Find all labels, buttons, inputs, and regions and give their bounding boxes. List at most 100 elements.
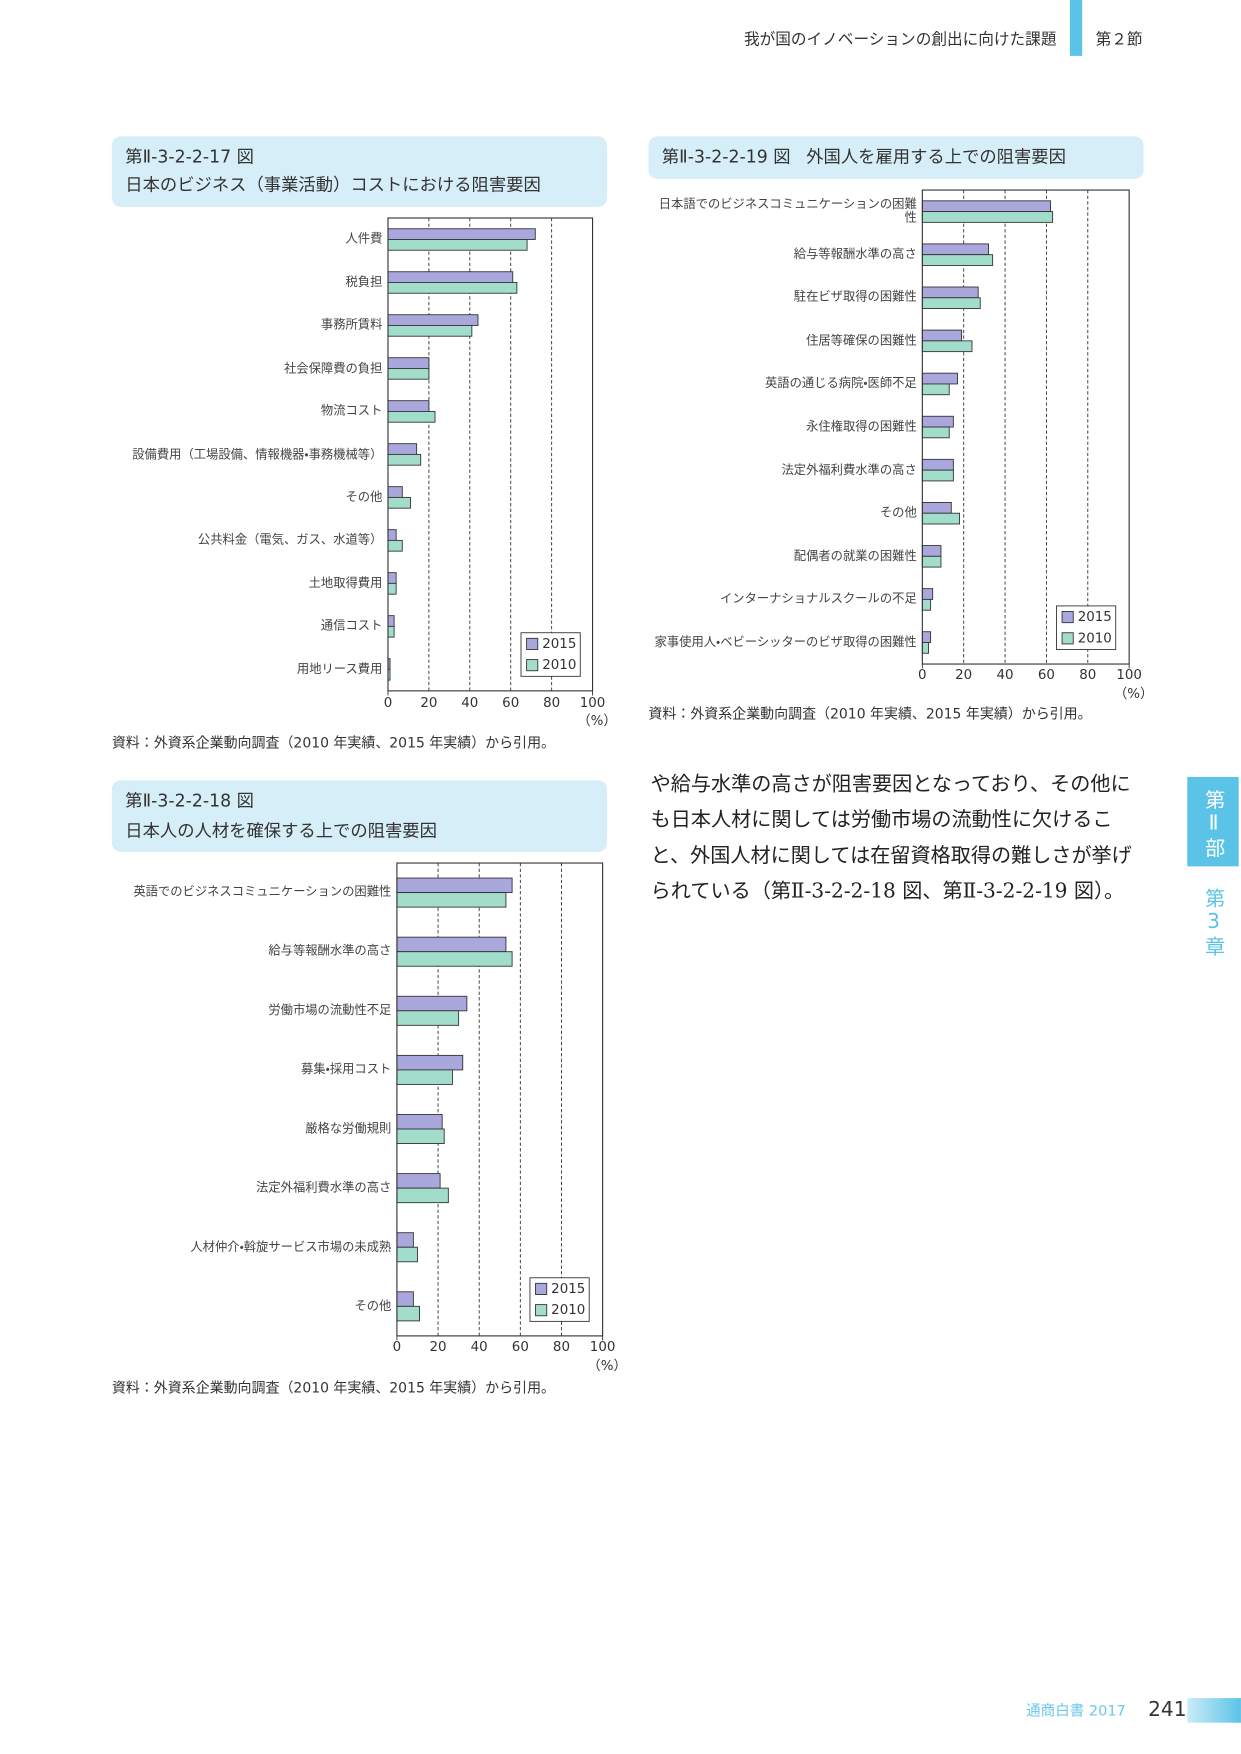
- category-label: 労働市場の流動性不足: [268, 1002, 392, 1018]
- x-unit-label: （%）: [1114, 687, 1154, 702]
- bar: [387, 282, 518, 294]
- category-label: 事務所賃料: [320, 317, 383, 333]
- category-label-box: その他: [354, 1298, 392, 1314]
- figure-number: 第Ⅱ-3-2-2-17 図: [125, 148, 254, 168]
- plot-frame: [921, 189, 1130, 665]
- category-label-box: 人件費: [345, 231, 383, 247]
- footer-bar: [1187, 1698, 1241, 1723]
- bar: [921, 329, 963, 342]
- x-unit-label: （%）: [577, 714, 617, 729]
- x-tick-label: 0: [384, 696, 393, 711]
- x-tick-label: 40: [997, 668, 1014, 683]
- category-label-box: 法定外福利費水準の高さ: [781, 462, 917, 477]
- category-label: 社会保障費の負担: [284, 360, 383, 376]
- category-label: 駐在ビザ取得の困難性: [793, 289, 917, 305]
- bar: [387, 357, 430, 369]
- category-label-box: 通信コスト: [321, 619, 382, 632]
- x-tick-label: 0: [918, 668, 927, 683]
- bar: [921, 469, 954, 482]
- category-label-box: 税負担: [345, 274, 383, 290]
- category-label: その他: [354, 1298, 392, 1314]
- bar: [387, 572, 397, 584]
- category-label-box: 公共料金（電気、ガス、水道等）: [197, 532, 383, 548]
- bar: [396, 1291, 414, 1307]
- x-tick-label: 60: [1038, 668, 1055, 683]
- category-label-box: その他: [880, 506, 917, 519]
- bar: [921, 588, 934, 600]
- bar: [396, 1173, 441, 1189]
- bar: [396, 995, 468, 1012]
- bar: [387, 410, 436, 423]
- x-tick-label: 80: [553, 1340, 570, 1355]
- page-number: 241: [1148, 1697, 1186, 1721]
- bar: [921, 426, 950, 439]
- category-label: 公共料金（電気、ガス、水道等）: [197, 532, 383, 548]
- bar: [396, 1187, 449, 1204]
- category-label-box: 土地取得費用: [309, 576, 383, 589]
- category-label-box: インターナショナルスクールの不足: [720, 592, 917, 605]
- bar: [921, 631, 932, 643]
- category-label: 法定外福利費水準の高さ: [781, 462, 917, 477]
- side-tab-part: 第Ⅱ部: [1201, 788, 1226, 860]
- source-note: 資料：外資系企業動向調査（2010 年実績、2015 年実績）から引用。: [112, 1380, 555, 1396]
- figure-title-text: 外国人を雇用する上での阻害要因: [806, 148, 1066, 168]
- category-label: 家事使用人・ベビーシッターのビザ取得の困難性: [654, 634, 917, 650]
- source-note: 資料：外資系企業動向調査（2010 年実績、2015 年実績）から引用。: [648, 706, 1091, 722]
- legend-label: 2010: [1078, 631, 1112, 646]
- x-tick-label: 100: [1116, 668, 1142, 683]
- footer-publication: 通商白書 2017: [1026, 1703, 1126, 1720]
- side-tab-chapter-box: 第3章: [1202, 887, 1225, 957]
- legend-label: 2010: [551, 1303, 585, 1318]
- bar: [396, 951, 513, 967]
- legend-label: 2015: [1078, 610, 1112, 625]
- category-label-box: 永住権取得の困難性: [806, 420, 917, 433]
- bar: [396, 1114, 443, 1130]
- source-note: 資料：外資系企業動向調査（2010 年実績、2015 年実績）から引用。: [112, 735, 555, 751]
- running-header: 我が国のイノベーションの創出に向けた課題: [744, 30, 1057, 49]
- bar: [921, 598, 932, 611]
- category-label: 厳格な労働規則: [305, 1121, 392, 1136]
- bar: [921, 372, 958, 385]
- category-label: 人件費: [345, 231, 383, 247]
- category-label-box: 給与等報酬水準の高さ: [268, 944, 391, 957]
- x-tick-label: 80: [543, 696, 560, 711]
- figure-title-box: [111, 136, 608, 207]
- category-label: 法定外福利費水準の高さ: [256, 1180, 392, 1195]
- figure-title: 日本人の人材を確保する上での阻害要因: [125, 822, 437, 842]
- x-tick-label: 60: [512, 1340, 529, 1355]
- x-tick-label: 100: [580, 696, 606, 711]
- category-label-box: 法定外福利費水準の高さ: [256, 1180, 392, 1195]
- bar: [396, 1010, 460, 1026]
- legend-swatch: [1061, 632, 1074, 645]
- category-label-box: 厳格な労働規則: [305, 1121, 392, 1136]
- category-label-box: 募集・採用コスト: [301, 1063, 391, 1076]
- x-unit-label: （%）: [587, 1359, 627, 1374]
- bar: [396, 936, 507, 953]
- bar: [396, 1305, 420, 1322]
- bar: [921, 502, 952, 514]
- bar: [387, 529, 397, 541]
- bar: [921, 642, 929, 654]
- bar: [387, 615, 395, 627]
- bar: [396, 1232, 414, 1248]
- bar: [921, 297, 981, 309]
- figure-title: 日本のビジネス（事業活動）コストにおける阻害要因: [125, 176, 541, 196]
- category-label: 用地リース費用: [296, 661, 383, 677]
- section-label: 第２節: [1096, 30, 1143, 49]
- bar: [387, 486, 403, 498]
- category-label-box: 住居等確保の困難性: [806, 334, 917, 347]
- bar: [921, 340, 973, 353]
- category-label-box: 給与等報酬水準の高さ: [794, 247, 917, 260]
- side-tab: [1187, 776, 1239, 867]
- category-label: 税負担: [345, 274, 383, 290]
- bar: [921, 200, 1052, 213]
- bar: [396, 892, 507, 908]
- bar: [387, 271, 514, 283]
- legend-swatch: [1061, 611, 1074, 624]
- legend-label: 2015: [542, 637, 576, 652]
- bar: [387, 228, 536, 240]
- category-label: 配偶者の就業の困難性: [793, 548, 917, 564]
- bar: [387, 239, 528, 251]
